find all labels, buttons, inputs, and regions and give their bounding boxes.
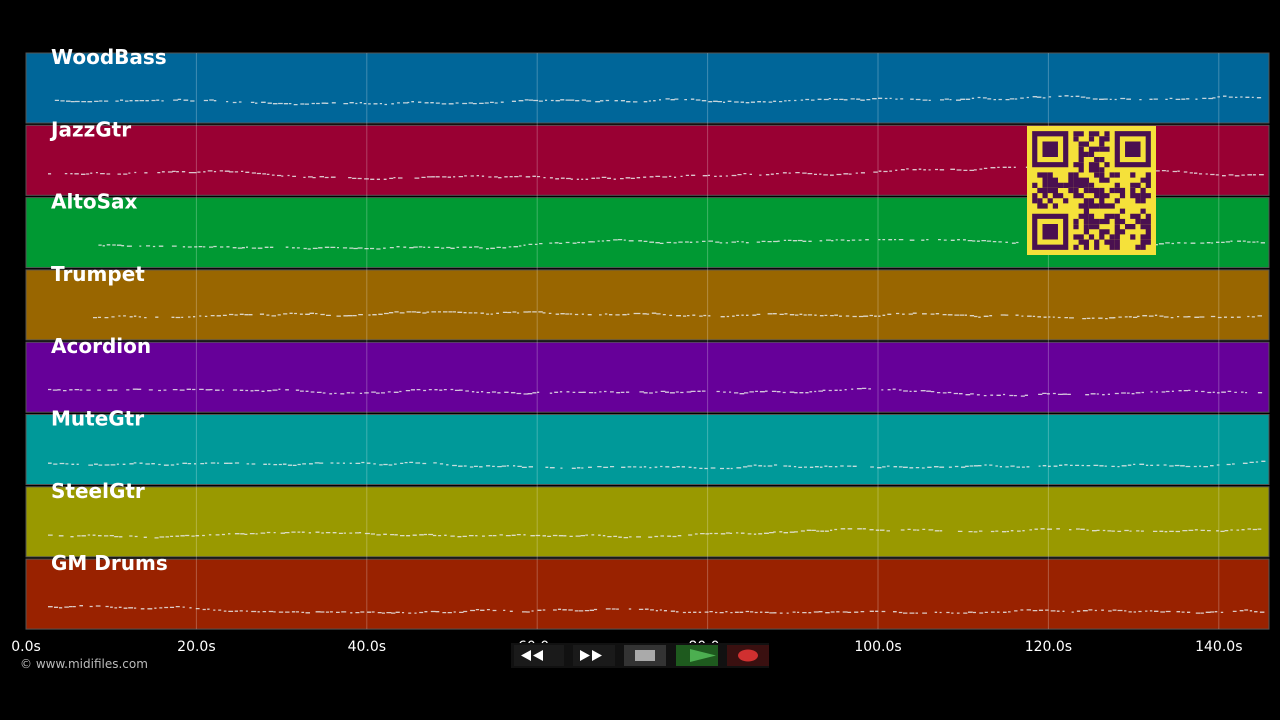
track-name: MuteGtr (51, 407, 144, 431)
time-tick-label: 140.0s (1195, 639, 1242, 655)
notes (48, 528, 1262, 539)
transport-controls (511, 643, 769, 668)
time-tick-label: 100.0s (854, 639, 901, 655)
track-name: AltoSax (51, 190, 138, 214)
qr-code (1027, 126, 1156, 255)
time-tick-label: 20.0s (177, 639, 215, 655)
notes (93, 311, 1262, 320)
track-name: WoodBass (51, 45, 167, 69)
rewind-icon (521, 650, 543, 661)
time-tick-label: 120.0s (1025, 639, 1072, 655)
track-name: SteelGtr (51, 479, 145, 503)
stop-button[interactable] (624, 645, 666, 666)
track-name: Trumpet (51, 262, 145, 286)
track-band (25, 414, 1270, 485)
notes (54, 95, 1262, 106)
record-icon (738, 649, 758, 662)
record-button[interactable] (727, 645, 769, 666)
play-icon (690, 649, 716, 662)
forward-button[interactable] (573, 645, 615, 666)
stop-icon (635, 650, 655, 661)
track-band (25, 558, 1270, 630)
track-band (25, 486, 1270, 558)
notes (48, 460, 1266, 470)
track-band (25, 269, 1270, 341)
track-band (25, 341, 1270, 413)
credit: © www.midifiles.com (20, 657, 148, 671)
track-labels: WoodBass JazzGtr AltoSax Trumpet Acordion Mut… (49, 45, 168, 575)
track-name: GM Drums (51, 551, 168, 575)
notes (48, 605, 1265, 614)
notes (48, 387, 1263, 397)
time-tick-label: 40.0s (348, 639, 386, 655)
forward-icon (580, 650, 602, 661)
play-button[interactable] (676, 645, 718, 666)
track-band (25, 52, 1270, 124)
track-name: Acordion (51, 334, 151, 358)
qr-modules (1032, 131, 1151, 250)
track-name: JazzGtr (49, 117, 131, 141)
rewind-button[interactable] (514, 645, 564, 666)
time-tick-label: 0.0s (11, 639, 41, 655)
